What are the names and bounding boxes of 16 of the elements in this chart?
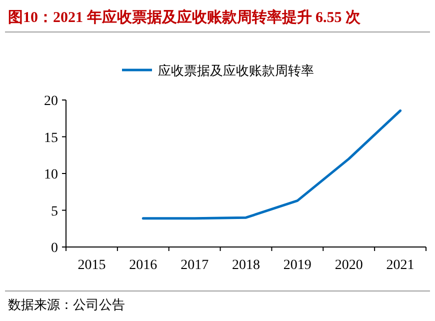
y-tick-label: 0: [51, 241, 58, 256]
y-tick-label: 20: [44, 94, 58, 109]
x-tick-label: 2021: [386, 258, 414, 273]
x-tick-label: 2018: [232, 258, 260, 273]
y-tick-label: 5: [51, 204, 58, 220]
y-tick-label: 15: [44, 130, 58, 146]
line-series: [142, 109, 402, 220]
x-tick-label: 2015: [78, 258, 106, 273]
x-tick-label: 2017: [180, 258, 209, 273]
x-tick-label: 2020: [334, 258, 363, 273]
chart-title: 图10：2021 年应收票据及应收账款周转率提升 6.55 次: [8, 8, 362, 26]
legend-label: 应收票据及应收账款周转率: [158, 63, 314, 78]
x-tick-label: 2019: [283, 258, 312, 273]
source-note: 数据来源：公司公告: [8, 297, 125, 312]
y-tick-label: 10: [44, 168, 58, 182]
x-tick-label: 2016: [129, 258, 158, 273]
